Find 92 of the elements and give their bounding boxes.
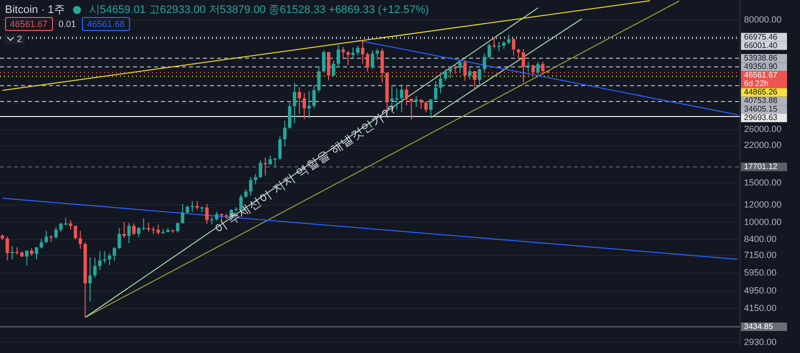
candlestick [288,100,292,130]
y-tick-label: 4950.00 [744,286,777,296]
candlestick [146,222,150,232]
ref-line-label: 40753.88 [744,96,778,106]
candlestick [351,47,355,59]
candlestick [376,48,380,60]
candlestick [210,216,214,225]
candlestick [463,60,467,82]
candlestick [336,44,340,68]
candlestick [6,236,10,261]
candlestick [132,223,136,236]
ref-line-label: 29693.63 [744,113,778,122]
candlestick [108,252,112,266]
candlestick [25,250,28,266]
candlestick [278,135,282,160]
candlestick [98,250,102,270]
annotation: 0.01 [58,19,76,29]
candlestick [342,46,345,60]
y-tick-label: 4150.00 [744,302,777,313]
y-tick-label: 8400.00 [744,234,777,244]
candlestick [118,227,121,250]
candlestick [488,42,491,59]
candlestick [298,86,302,115]
candlestick [122,221,126,238]
candlestick [88,256,92,302]
ref-line-label: 34605.15 [744,104,778,114]
candlestick [78,230,82,250]
candlestick [492,36,496,49]
candlestick [205,204,209,224]
candlestick [419,99,423,110]
candlestick [424,100,428,113]
candlestick [526,61,530,72]
candlestick [410,98,414,120]
y-tick-label: 2930.00 [744,336,777,347]
candlestick [322,50,326,72]
candlestick [307,90,311,118]
ref-line-label: 46561.67 6d 22h [744,70,778,88]
y-tick-label: 22000.00 [744,140,782,150]
candlestick [507,34,510,45]
candlestick [254,173,258,185]
candlestick [370,50,374,70]
annotation: 2 [17,34,22,44]
candlestick [302,92,306,120]
candlestick [326,51,330,81]
candlestick [54,226,58,239]
ref-line-label: 3434.85 [744,322,774,331]
candlestick [317,66,321,93]
candlestick [536,61,540,76]
candlestick [366,52,370,72]
y-tick-label: 80000.00 [744,14,782,24]
annotation: 46561.67 [5,17,53,31]
y-tick-label: 26000.00 [744,124,782,134]
candlestick [112,246,116,262]
candlestick [478,68,482,86]
candlestick [93,257,97,278]
y-tick-label: 5950.00 [744,268,777,278]
candlestick [516,48,520,60]
candlestick [429,98,433,118]
candlestick [468,67,472,80]
ref-line-label: 17701.12 [744,162,778,172]
ref-line-label: 66001.40 [744,40,778,50]
ref-line-label: 49350.90 [744,62,778,72]
candlestick [40,238,44,249]
candlestick [180,203,184,224]
y-tick-label: 10000.00 [744,217,782,228]
candlestick [283,120,287,148]
candlestick [346,50,350,66]
candlestick [360,40,364,64]
candlestick [512,38,516,56]
ref-line-label: 66975.46 [744,32,778,42]
candlestick [458,60,462,74]
candlestick [44,230,48,244]
candlestick [414,96,418,108]
chart-subtitle: 시54659.01 고62933.00 저53879.00 종61528.33 +6869.33 (+12.57%) [88,3,429,17]
candlestick [404,84,408,106]
y-tick-label: 7150.00 [744,250,777,260]
chart-title: Bitcoin · 1주 [5,3,65,17]
candlestick [176,222,180,234]
candlestick [438,76,442,94]
candlestick [356,45,360,56]
ref-line-label: 44865.26 [744,88,778,97]
ref-line-label: 53938.86 [744,53,778,62]
annotation: 46561.68 [82,17,130,31]
candlestick [190,200,194,212]
candlestick [448,66,452,79]
candlestick [10,245,14,260]
candlestick [68,220,72,230]
candlestick [400,84,404,113]
candlestick [482,53,486,72]
y-tick-label: 15000.00 [744,178,782,188]
candlestick [434,80,438,100]
y-tick-label: 12000.00 [744,199,782,210]
